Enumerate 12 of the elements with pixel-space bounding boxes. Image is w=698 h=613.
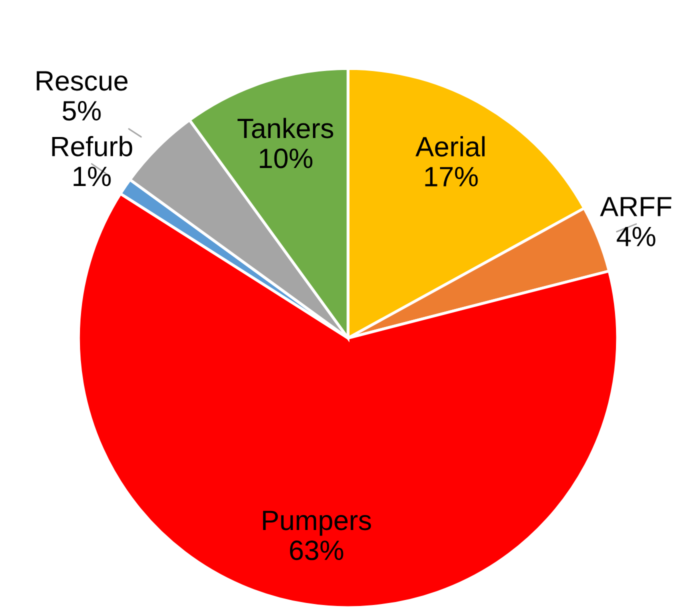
slice-label: Refurb	[52, 136, 132, 156]
slice-label: Pumpers	[263, 510, 371, 536]
data-label: 4%	[616, 226, 656, 246]
slice-label: Aerial	[415, 136, 485, 157]
slice-label: Rescue	[36, 71, 128, 91]
slice-label: Tankers	[238, 118, 334, 138]
data-label: 5%	[62, 101, 101, 121]
data-label: 17%	[425, 166, 478, 186]
data-label: 1%	[74, 166, 111, 186]
data-label: 10%	[260, 148, 312, 168]
slice-label: ARFF	[600, 197, 672, 216]
data-label: 63%	[290, 540, 344, 560]
